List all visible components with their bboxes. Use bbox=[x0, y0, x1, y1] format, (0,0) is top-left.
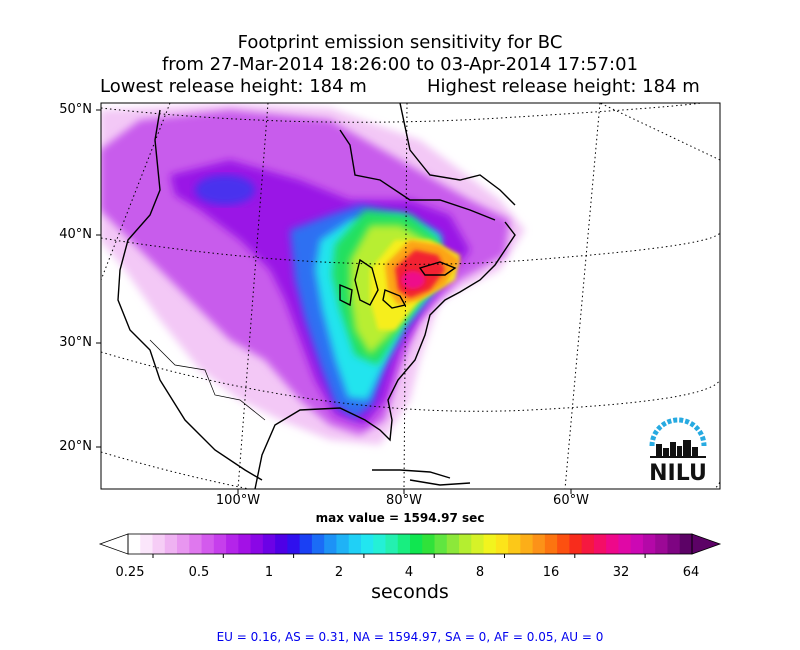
colorbar-swatch bbox=[213, 534, 227, 554]
colorbar-swatch bbox=[128, 534, 141, 554]
plot-title: Footprint emission sensitivity for BC bbox=[237, 32, 563, 53]
colorbar-tick: 4 bbox=[404, 565, 414, 580]
colorbar-swatch bbox=[226, 534, 239, 554]
colorbar-swatch bbox=[250, 534, 264, 554]
colorbar-swatch bbox=[422, 534, 436, 554]
colorbar-tick: 0.5 bbox=[188, 565, 210, 580]
colorbar-swatch bbox=[459, 534, 472, 554]
coastlines bbox=[117, 103, 516, 489]
nilu-logo: NILU bbox=[649, 417, 707, 486]
colorbar-tick: 64 bbox=[682, 565, 700, 580]
lon-label-80w: 80°W bbox=[386, 493, 422, 508]
colorbar-swatch bbox=[324, 534, 338, 554]
colorbar-swatch bbox=[581, 534, 595, 554]
colorbar-tick: 32 bbox=[612, 565, 630, 580]
colorbar-swatch bbox=[311, 534, 325, 554]
colorbar-swatch bbox=[262, 534, 276, 554]
lat-label-50n: 50°N bbox=[59, 102, 92, 117]
colorbar-swatch bbox=[655, 534, 669, 554]
lat-label-20n: 20°N bbox=[59, 439, 92, 454]
colorbar-swatch bbox=[287, 534, 301, 554]
colorbar-swatch bbox=[508, 534, 521, 554]
colorbar-swatch bbox=[618, 534, 632, 554]
colorbar-swatch bbox=[177, 534, 190, 554]
colorbar-swatch bbox=[348, 534, 362, 554]
colorbar-swatch bbox=[667, 534, 681, 554]
colorbar-tick: 2 bbox=[334, 565, 344, 580]
colorbar-swatch bbox=[520, 534, 534, 554]
lat-label-40n: 40°N bbox=[59, 227, 92, 242]
sensitivity-field bbox=[101, 103, 525, 445]
colorbar-max-extend bbox=[691, 533, 722, 555]
colorbar-swatch bbox=[606, 534, 620, 554]
colorbar-swatch bbox=[336, 534, 350, 554]
colorbar-swatch bbox=[544, 534, 558, 554]
lon-label-100w: 100°W bbox=[215, 493, 261, 508]
colorbar-swatch bbox=[630, 534, 644, 554]
lon-label-60w: 60°W bbox=[553, 493, 589, 508]
colorbar bbox=[98, 533, 722, 558]
graticule bbox=[101, 103, 720, 489]
colorbar-swatch bbox=[446, 534, 460, 554]
regional-values: EU = 0.16, AS = 0.31, NA = 1594.97, SA =… bbox=[216, 630, 604, 644]
colorbar-units: seconds bbox=[371, 581, 449, 603]
time-range: from 27-Mar-2014 18:26:00 to 03-Apr-2014… bbox=[161, 54, 639, 75]
colorbar-swatch bbox=[593, 534, 607, 554]
axis-ticks bbox=[96, 109, 572, 494]
colorbar-swatch bbox=[238, 534, 252, 554]
lat-label-30n: 30°N bbox=[59, 335, 92, 350]
colorbar-swatch bbox=[275, 534, 288, 554]
colorbar-swatch bbox=[434, 534, 448, 554]
colorbar-swatch bbox=[299, 534, 313, 554]
highest-release-height: Highest release height: 184 m bbox=[427, 76, 700, 97]
colorbar-frame bbox=[127, 533, 693, 555]
colorbar-swatch bbox=[410, 534, 423, 554]
map-frame bbox=[100, 102, 721, 490]
colorbar-swatch bbox=[569, 534, 583, 554]
colorbar-swatch bbox=[557, 534, 570, 554]
colorbar-swatch bbox=[495, 534, 509, 554]
colorbar-tick: 1 bbox=[264, 565, 274, 580]
colorbar-tick: 0.25 bbox=[115, 565, 145, 580]
colorbar-swatch bbox=[164, 534, 178, 554]
colorbar-swatch bbox=[679, 534, 693, 554]
logo-text: NILU bbox=[649, 461, 707, 486]
colorbar-swatch bbox=[152, 534, 166, 554]
colorbar-swatch bbox=[471, 534, 485, 554]
border-line bbox=[149, 339, 266, 421]
colorbar-swatch bbox=[373, 534, 387, 554]
lowest-release-height: Lowest release height: 184 m bbox=[100, 76, 367, 97]
colorbar-swatch bbox=[483, 534, 497, 554]
colorbar-swatch bbox=[360, 534, 374, 554]
colorbar-swatch bbox=[532, 534, 546, 554]
colorbar-swatch bbox=[385, 534, 399, 554]
colorbar-swatch bbox=[140, 534, 154, 554]
colorbar-swatch bbox=[201, 534, 215, 554]
colorbar-min-extend bbox=[98, 533, 129, 555]
colorbar-swatch bbox=[189, 534, 203, 554]
colorbar-swatch bbox=[642, 534, 656, 554]
colorbar-tick: 16 bbox=[542, 565, 560, 580]
colorbar-tick: 8 bbox=[475, 565, 485, 580]
colorbar-swatch bbox=[397, 534, 411, 554]
max-value-label: max value = 1594.97 sec bbox=[315, 511, 485, 525]
